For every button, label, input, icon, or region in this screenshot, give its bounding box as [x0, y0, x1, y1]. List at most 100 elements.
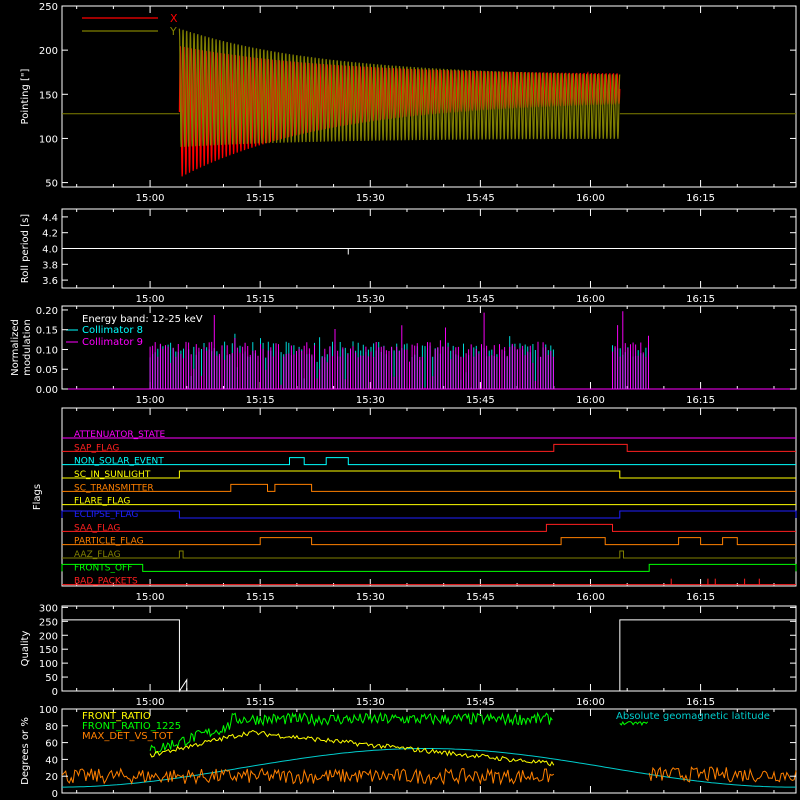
- x-tick-label: 15:30: [356, 697, 385, 708]
- x-tick-label: 16:00: [576, 697, 605, 708]
- y-tick-label: 0.15: [36, 326, 58, 337]
- energy-band-annotation: Energy band: 12-25 keV: [82, 314, 203, 325]
- series-collimator-9: [149, 311, 649, 389]
- flag-line-fronts_off: [61, 563, 797, 572]
- y-tick-label: 100: [39, 134, 58, 145]
- y-tick-label: 250: [39, 2, 58, 13]
- y-tick-label: 300: [39, 603, 58, 614]
- y-tick-label: 0.00: [36, 385, 58, 396]
- y-tick-label: 50: [45, 179, 58, 190]
- y-tick-label: 80: [45, 722, 58, 733]
- y-axis-label: Quality: [20, 631, 31, 667]
- y-tick-label: 0.10: [36, 345, 58, 356]
- y-tick-label: 60: [45, 739, 58, 750]
- x-tick-label: 15:45: [466, 193, 495, 204]
- y-tick-label: 0.20: [36, 306, 58, 317]
- flag-line-particle_flag: [62, 537, 796, 546]
- x-tick-label: 16:15: [686, 395, 715, 406]
- x-tick-label: 16:15: [686, 592, 715, 603]
- y-axis-label: Flags: [32, 484, 43, 510]
- y-axis-label: Pointing ["]: [20, 68, 31, 124]
- flag-label-eclipse_flag: ECLIPSE_FLAG: [74, 510, 138, 520]
- x-tick-label: 15:00: [136, 294, 165, 305]
- x-tick-label: 16:00: [576, 294, 605, 305]
- x-tick-label: 16:00: [576, 193, 605, 204]
- y-tick-label: 0: [52, 789, 58, 800]
- flag-label-saa_flag: SAA_FLAG: [74, 523, 120, 533]
- x-tick-label: 15:45: [466, 592, 495, 603]
- y-tick-label: 100: [39, 659, 58, 670]
- flag-line-sap_flag: [62, 443, 796, 452]
- flag-line-eclipse_flag: [61, 510, 797, 519]
- x-tick-label: 15:45: [466, 294, 495, 305]
- series-latitude: [62, 748, 796, 788]
- y-tick-label: 4.0: [42, 245, 58, 256]
- flag-line-saa_flag: [62, 523, 796, 532]
- flag-label-non_solar_event: NON_SOLAR_EVENT: [74, 457, 164, 467]
- x-tick-label: 15:00: [136, 395, 165, 406]
- legend-label: MAX_DET_VS_TOT: [82, 731, 174, 742]
- series-front-ratio-1225: [149, 711, 553, 754]
- x-tick-label: 15:30: [356, 592, 385, 603]
- x-tick-label: 15:45: [466, 395, 495, 406]
- x-tick-label: 16:00: [576, 592, 605, 603]
- y-tick-label: 20: [45, 772, 58, 783]
- series-front-ratio: [149, 729, 555, 767]
- x-tick-label: 15:00: [136, 697, 165, 708]
- y-tick-label: 100: [39, 705, 58, 716]
- x-tick-label: 15:15: [246, 193, 275, 204]
- flag-label-sc_in_sunlight: SC_IN_SUNLIGHT: [74, 470, 151, 480]
- y-tick-label: 0.05: [36, 365, 58, 376]
- y-axis-label: Degrees or %: [20, 717, 31, 785]
- y-tick-label: 4.2: [42, 229, 58, 240]
- y-tick-label: 150: [39, 90, 58, 101]
- x-tick-label: 15:15: [246, 294, 275, 305]
- x-tick-label: 15:30: [356, 193, 385, 204]
- panel-4-frame: [61, 605, 797, 692]
- flag-line-non_solar_event: [62, 457, 796, 466]
- x-tick-label: 15:15: [246, 395, 275, 406]
- series-y-line: [178, 28, 621, 148]
- legend-label-y: Y: [169, 25, 177, 38]
- y-tick-label: 40: [45, 755, 58, 766]
- y-tick-label: 3.8: [42, 260, 58, 271]
- flag-label-attenuator_state: ATTENUATOR_STATE: [74, 430, 166, 440]
- series-front-ratio-1225: [619, 720, 649, 726]
- y-tick-label: 250: [39, 617, 58, 628]
- y-tick-label: 50: [45, 673, 58, 684]
- y-tick-label: 4.4: [42, 213, 58, 224]
- legend-label: Collimator 9: [82, 337, 143, 348]
- y-tick-label: 3.6: [42, 276, 58, 287]
- quality-line: [62, 619, 796, 693]
- legend-label: FRONT_RATIO_1225: [82, 721, 181, 732]
- flag-label-bad_packets: BAD_PACKETS: [74, 577, 138, 587]
- x-tick-label: 15:30: [356, 395, 385, 406]
- y-tick-label: 200: [39, 631, 58, 642]
- x-tick-label: 15:30: [356, 294, 385, 305]
- legend-label-latitude: Absolute geomagnetic latitude: [616, 711, 770, 722]
- flag-label-fronts_off: FRONTS_OFF: [74, 563, 132, 573]
- x-tick-label: 15:00: [136, 592, 165, 603]
- y-axis-label: Normalized: [10, 319, 21, 376]
- flag-label-sap_flag: SAP_FLAG: [74, 443, 119, 453]
- flag-line-sc_transmitter: [62, 483, 796, 492]
- y-tick-label: 0: [52, 687, 58, 698]
- flag-label-particle_flag: PARTICLE_FLAG: [74, 537, 144, 547]
- series-max-det-vs-tot: [648, 766, 797, 783]
- panel-3-frame: [61, 407, 797, 587]
- x-tick-label: 16:15: [686, 294, 715, 305]
- flag-label-aaz_flag: AAZ_FLAG: [74, 550, 121, 560]
- x-tick-label: 16:00: [576, 395, 605, 406]
- x-tick-label: 15:15: [246, 592, 275, 603]
- panel-5-frame: [61, 708, 797, 794]
- legend-label-x: X: [170, 12, 178, 25]
- legend-label: Collimator 8: [82, 325, 143, 336]
- flag-label-flare_flag: FLARE_FLAG: [74, 497, 130, 507]
- flag-label-sc_transmitter: SC_TRANSMITTER: [74, 483, 154, 493]
- y-axis-label: modulation: [22, 319, 33, 376]
- x-tick-label: 16:15: [686, 697, 715, 708]
- panel-0-frame: [61, 5, 797, 188]
- y-tick-label: 150: [39, 645, 58, 656]
- y-axis-label: Roll period [s]: [20, 214, 31, 283]
